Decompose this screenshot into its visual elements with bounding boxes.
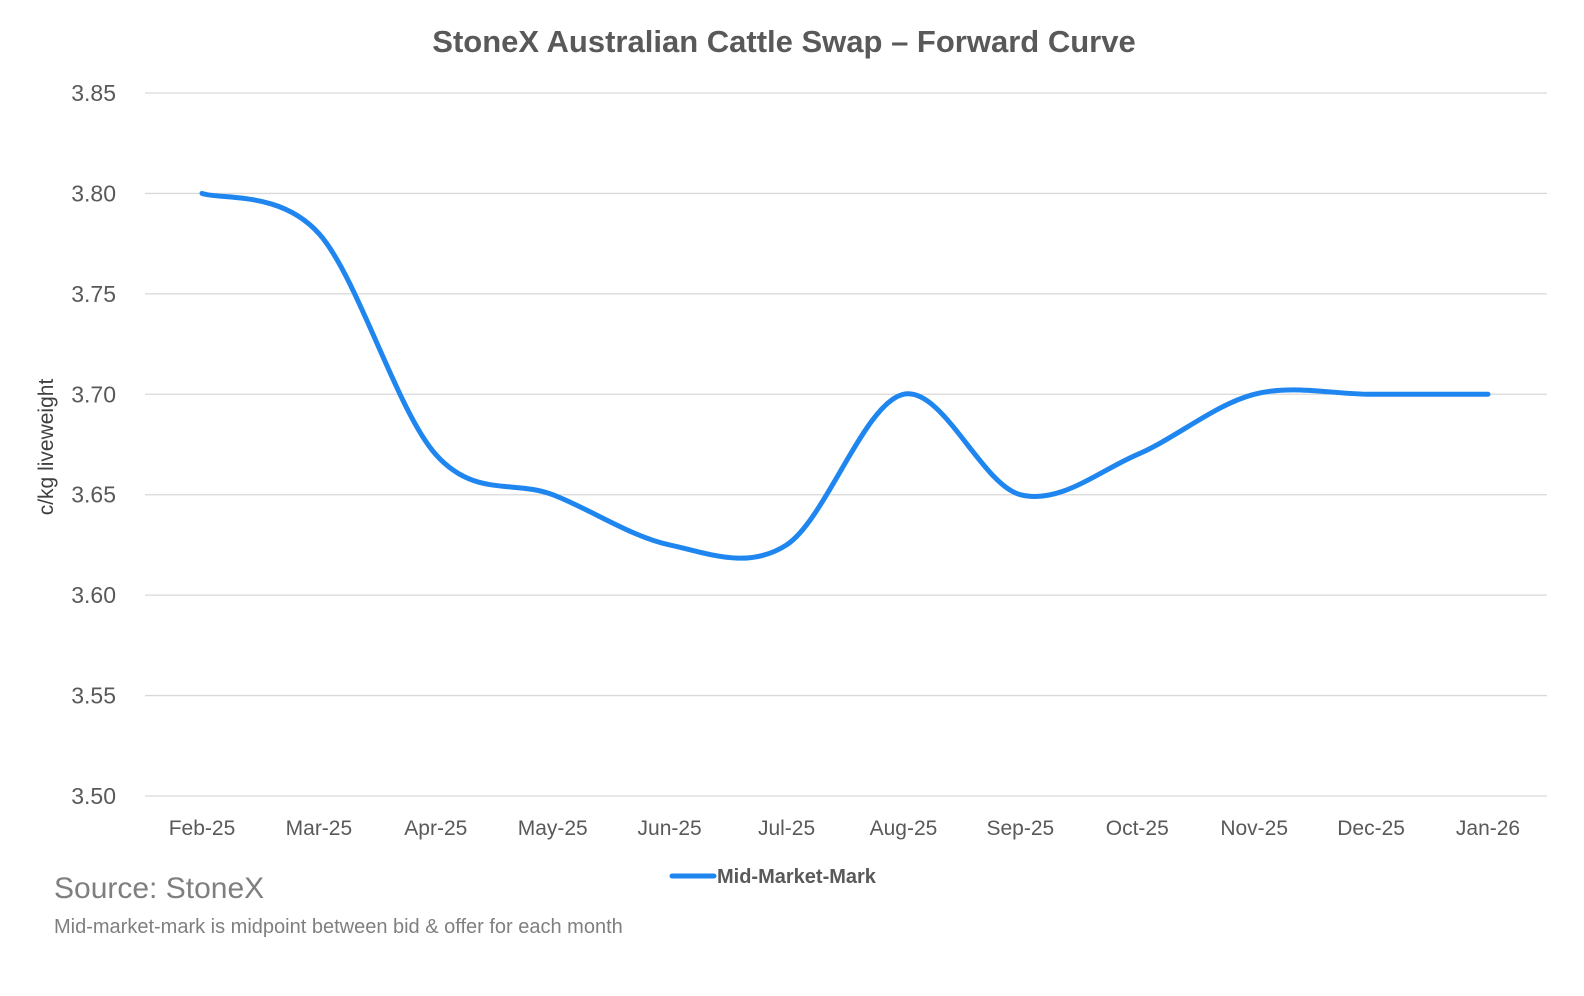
x-tick-label: Mar-25 [286, 817, 353, 840]
footnote-text: Mid-market-mark is midpoint between bid … [54, 916, 623, 938]
y-tick-label: 3.55 [71, 683, 116, 709]
gridlines [145, 92, 1547, 797]
x-tick-label: Sep-25 [987, 817, 1055, 840]
x-tick-label: Oct-25 [1106, 817, 1169, 840]
x-tick-label: Apr-25 [404, 817, 467, 840]
legend: Mid-Market-Mark [669, 866, 877, 888]
x-tick-label: Jun-25 [638, 817, 702, 840]
source-text: Source: StoneX [54, 872, 265, 905]
series-line-mid-market-mark [199, 190, 1491, 561]
y-tick-label: 3.50 [71, 783, 116, 809]
x-tick-label: Dec-25 [1337, 817, 1405, 840]
x-tick-label: Aug-25 [870, 817, 938, 840]
series-group [199, 190, 1491, 561]
y-tick-label: 3.80 [71, 180, 116, 206]
chart-title: StoneX Australian Cattle Swap – Forward … [432, 24, 1135, 59]
x-tick-labels: Feb-25 Mar-25 Apr-25 May-25 Jun-25 Jul-25 Aug-… [169, 817, 1520, 840]
y-tick-label: 3.75 [71, 281, 116, 307]
y-tick-labels: 3.50 3.55 3.60 3.65 3.70 3.75 3.80 3.85 [71, 80, 116, 809]
y-tick-label: 3.65 [71, 482, 116, 508]
y-tick-label: 3.70 [71, 381, 116, 407]
x-tick-label: Feb-25 [169, 817, 236, 840]
legend-label: Mid-Market-Mark [717, 866, 877, 888]
x-tick-label: Jan-26 [1456, 817, 1520, 840]
y-tick-label: 3.60 [71, 582, 116, 608]
y-tick-label: 3.85 [71, 80, 116, 106]
y-axis-label: c/kg liveweight [35, 379, 58, 516]
x-tick-label: Nov-25 [1220, 817, 1288, 840]
x-tick-label: Jul-25 [758, 817, 815, 840]
x-tick-label: May-25 [518, 817, 588, 840]
